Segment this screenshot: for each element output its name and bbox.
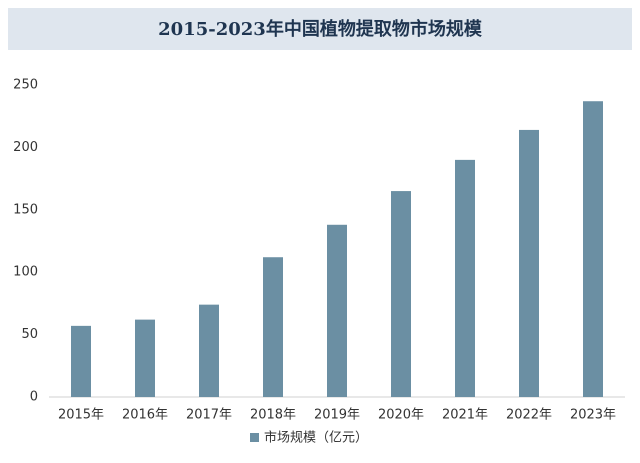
chart-title: 2015-2023年中国植物提取物市场规模 <box>158 18 483 40</box>
x-tick-label: 2021年 <box>442 408 488 423</box>
bar <box>199 304 219 397</box>
y-tick-label: 100 <box>13 265 38 280</box>
x-tick-label: 2017年 <box>186 408 232 423</box>
bar <box>583 101 603 397</box>
legend-swatch <box>250 433 259 442</box>
y-tick-label: 250 <box>13 78 38 93</box>
x-tick-label: 2022年 <box>506 408 552 423</box>
y-tick-label: 150 <box>13 202 38 217</box>
x-tick-label: 2019年 <box>314 408 360 423</box>
x-tick-label: 2015年 <box>58 408 104 423</box>
y-tick-label: 0 <box>30 390 38 405</box>
x-tick-label: 2016年 <box>122 408 168 423</box>
title-band <box>8 8 632 50</box>
y-tick-label: 200 <box>13 140 38 155</box>
legend-label: 市场规模（亿元） <box>264 430 368 446</box>
x-tick-label: 2023年 <box>570 408 616 423</box>
y-tick-label: 50 <box>21 327 38 342</box>
bar <box>327 224 347 397</box>
x-tick-label: 2018年 <box>250 408 296 423</box>
bar <box>391 191 411 397</box>
bar <box>519 129 539 398</box>
bar <box>455 159 475 397</box>
bar <box>263 257 283 397</box>
bar <box>71 325 91 397</box>
bar <box>135 319 155 397</box>
x-tick-label: 2020年 <box>378 408 424 423</box>
